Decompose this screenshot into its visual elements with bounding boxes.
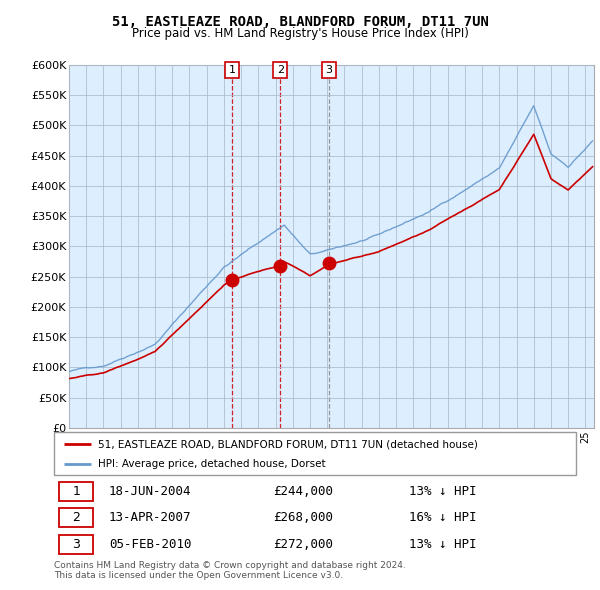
- Text: 18-JUN-2004: 18-JUN-2004: [109, 484, 191, 498]
- Text: 2: 2: [72, 511, 80, 525]
- Text: Contains HM Land Registry data © Crown copyright and database right 2024.: Contains HM Land Registry data © Crown c…: [54, 560, 406, 569]
- Text: £272,000: £272,000: [273, 537, 333, 551]
- Text: 3: 3: [325, 65, 332, 75]
- Text: 3: 3: [72, 537, 80, 551]
- Text: 51, EASTLEAZE ROAD, BLANDFORD FORUM, DT11 7UN (detached house): 51, EASTLEAZE ROAD, BLANDFORD FORUM, DT1…: [98, 440, 478, 450]
- FancyBboxPatch shape: [59, 481, 93, 501]
- Text: 1: 1: [72, 484, 80, 498]
- Text: £268,000: £268,000: [273, 511, 333, 525]
- Text: 13% ↓ HPI: 13% ↓ HPI: [409, 484, 476, 498]
- Text: This data is licensed under the Open Government Licence v3.0.: This data is licensed under the Open Gov…: [54, 571, 343, 580]
- Text: 1: 1: [229, 65, 235, 75]
- Text: 16% ↓ HPI: 16% ↓ HPI: [409, 511, 476, 525]
- FancyBboxPatch shape: [54, 432, 576, 475]
- Text: HPI: Average price, detached house, Dorset: HPI: Average price, detached house, Dors…: [98, 460, 326, 469]
- Text: 2: 2: [277, 65, 284, 75]
- Text: 05-FEB-2010: 05-FEB-2010: [109, 537, 191, 551]
- FancyBboxPatch shape: [59, 535, 93, 554]
- Text: Price paid vs. HM Land Registry's House Price Index (HPI): Price paid vs. HM Land Registry's House …: [131, 27, 469, 40]
- Text: 13-APR-2007: 13-APR-2007: [109, 511, 191, 525]
- FancyBboxPatch shape: [59, 508, 93, 527]
- Text: £244,000: £244,000: [273, 484, 333, 498]
- Text: 51, EASTLEAZE ROAD, BLANDFORD FORUM, DT11 7UN: 51, EASTLEAZE ROAD, BLANDFORD FORUM, DT1…: [112, 15, 488, 29]
- Text: 13% ↓ HPI: 13% ↓ HPI: [409, 537, 476, 551]
